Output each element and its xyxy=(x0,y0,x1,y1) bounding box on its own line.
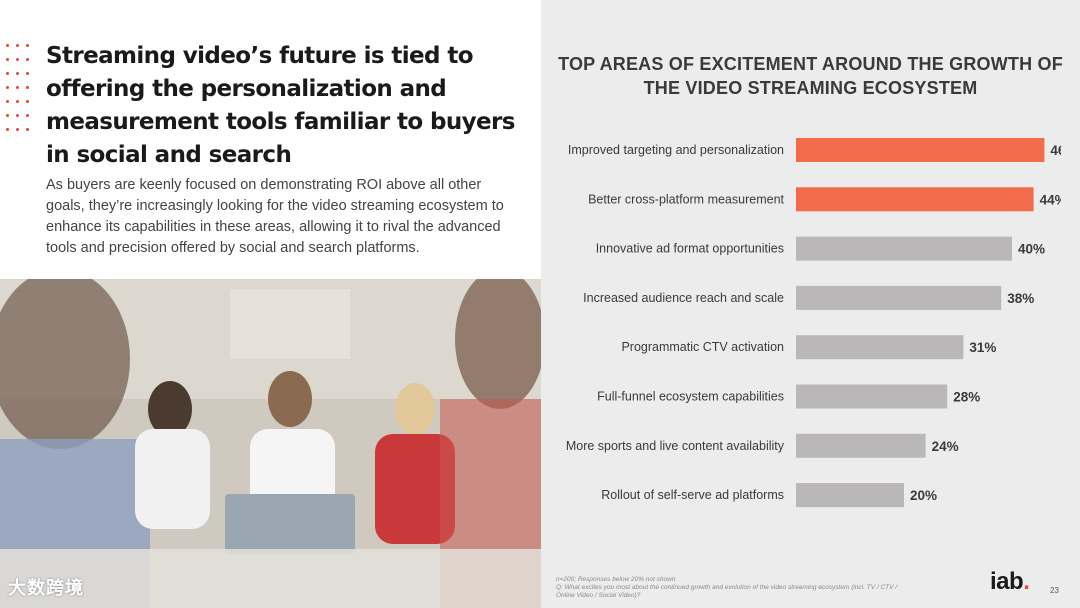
left-panel: Streaming video’s future is tied to offe… xyxy=(0,43,541,608)
bar xyxy=(796,285,1002,310)
footnote: n=200; Responses below 20% not shown Q: … xyxy=(556,576,916,600)
watermark-text: 大数跨境 xyxy=(8,578,84,598)
bar xyxy=(796,236,1012,261)
decorative-dot-grid xyxy=(6,44,36,136)
bar xyxy=(796,483,904,508)
value-label: 40% xyxy=(1018,242,1045,257)
logo-dot: . xyxy=(1023,568,1030,595)
bar xyxy=(796,433,926,458)
value-label: 46% xyxy=(1050,143,1061,158)
value-label: 20% xyxy=(910,488,937,503)
category-label: Improved targeting and personalization xyxy=(568,143,784,157)
value-label: 24% xyxy=(932,439,959,454)
value-label: 44% xyxy=(1040,192,1061,207)
page-headline: Streaming video’s future is tied to offe… xyxy=(46,43,516,168)
value-label: 38% xyxy=(1007,291,1034,306)
bar xyxy=(796,384,948,409)
logo-text: iab xyxy=(990,568,1024,595)
page-number: 23 xyxy=(1050,586,1059,595)
value-label: 31% xyxy=(969,340,996,355)
category-label: Better cross-platform measurement xyxy=(588,192,784,206)
meeting-photo-illustration xyxy=(0,279,541,608)
category-label: Innovative ad format opportunities xyxy=(596,242,784,256)
intro-paragraph: As buyers are keenly focused on demonstr… xyxy=(46,177,504,256)
category-label: Increased audience reach and scale xyxy=(583,291,784,305)
chart-title: TOP AREAS OF EXCITEMENT AROUND THE GROWT… xyxy=(558,54,1063,98)
bar xyxy=(796,335,964,360)
meeting-photo xyxy=(0,279,541,608)
bar xyxy=(796,138,1045,162)
bar xyxy=(796,187,1034,212)
category-label: Programmatic CTV activation xyxy=(621,340,784,354)
bar-chart: Improved targeting and personalization 46… xyxy=(566,138,1061,508)
category-label: More sports and live content availabilit… xyxy=(566,439,785,453)
value-label: 28% xyxy=(953,390,980,405)
iab-logo: iab. xyxy=(990,568,1030,596)
footnote-text: n=200; Responses below 20% not shown Q: … xyxy=(556,576,898,599)
category-label: Rollout of self-serve ad platforms xyxy=(601,488,784,502)
category-label: Full-funnel ecosystem capabilities xyxy=(597,390,784,404)
